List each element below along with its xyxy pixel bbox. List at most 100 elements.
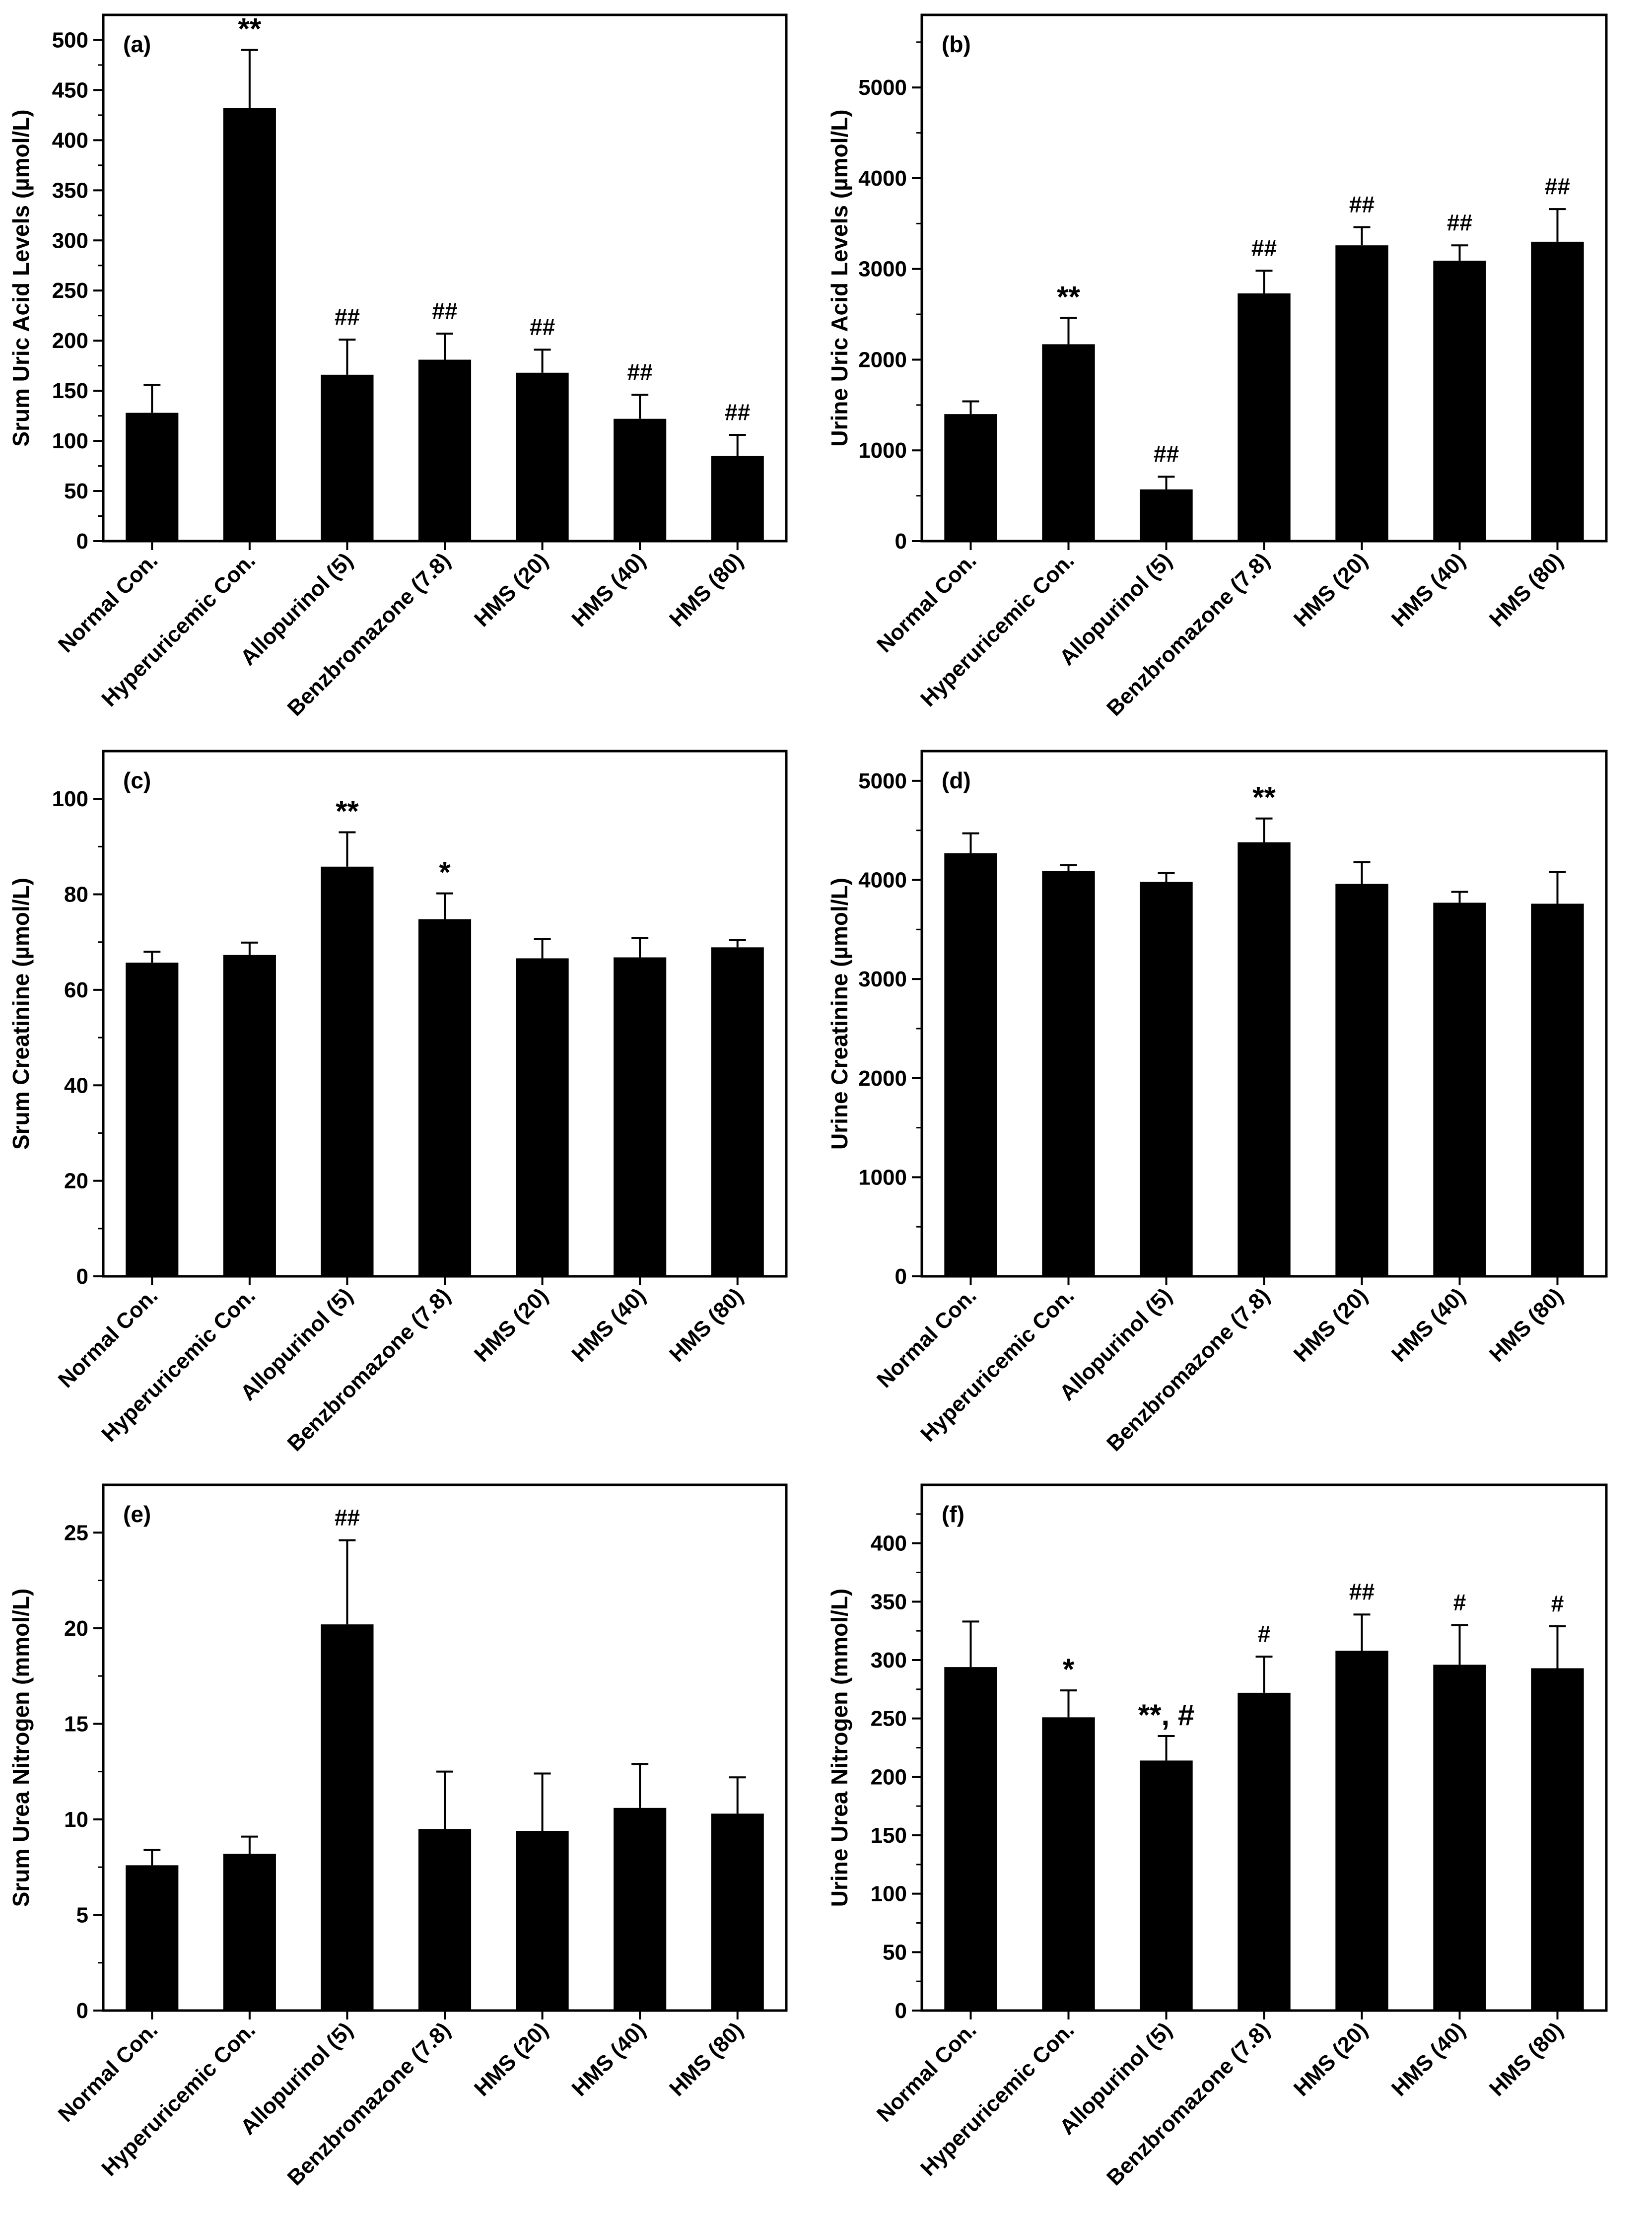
- y-tick-label: 250: [52, 278, 88, 303]
- category-label: Benzbromazone (7.8): [1102, 1283, 1275, 1456]
- y-tick-label: 2000: [858, 1066, 907, 1091]
- category-label: Benzbromazone (7.8): [1102, 2017, 1275, 2190]
- error-bar: [436, 333, 453, 360]
- significance-label: ##: [627, 359, 653, 385]
- error-bar: [1255, 817, 1273, 842]
- bar: [1042, 871, 1095, 1276]
- y-axis-title: Srum Urea Nitrogen (mmol/L): [8, 1589, 34, 1907]
- category-label: HMS (40): [1387, 548, 1470, 631]
- category-label: HMS (20): [470, 2017, 553, 2101]
- significance-label: **: [1057, 280, 1080, 313]
- category-label: HMS (20): [1289, 2017, 1373, 2101]
- significance-label: #: [1453, 1589, 1466, 1615]
- error-bar: [436, 892, 453, 919]
- significance-label: ##: [1349, 1579, 1375, 1604]
- error-bar: [1451, 891, 1468, 903]
- bar: [126, 413, 179, 541]
- error-bar: [143, 384, 161, 413]
- category-label: HMS (20): [1289, 1283, 1373, 1367]
- significance-label: ##: [1545, 173, 1570, 199]
- error-bar: [1451, 244, 1468, 261]
- bar: [1531, 241, 1584, 541]
- y-tick-label: 3000: [858, 967, 907, 991]
- error-bar: [1451, 1624, 1468, 1665]
- bar: [321, 374, 374, 541]
- error-bar: [1255, 1655, 1273, 1693]
- bar: [418, 919, 472, 1276]
- category-label: HMS (80): [665, 1283, 748, 1367]
- category-label: Normal Con.: [872, 2017, 981, 2127]
- category-label: Benzbromazone (7.8): [283, 2017, 456, 2190]
- bar: [321, 866, 374, 1276]
- significance-label: ##: [1447, 209, 1472, 235]
- significance-label: #: [1551, 1591, 1564, 1616]
- bar: [1042, 1717, 1095, 2011]
- category-label: HMS (40): [567, 1283, 650, 1367]
- error-bar: [339, 1539, 356, 1625]
- error-bar: [241, 1835, 258, 1854]
- significance-label: ##: [1154, 441, 1179, 467]
- bar: [1140, 882, 1193, 1276]
- error-bar: [241, 941, 258, 955]
- bar: [614, 957, 667, 1276]
- bar: [1433, 1665, 1486, 2011]
- y-tick-label: 250: [871, 1707, 907, 1731]
- error-bar: [1060, 317, 1077, 345]
- bar: [223, 108, 276, 541]
- y-tick-label: 1000: [858, 1165, 907, 1189]
- y-tick-label: 100: [52, 429, 88, 453]
- significance-label: **, #: [1138, 1698, 1194, 1732]
- bar: [1433, 903, 1486, 1276]
- bar: [1433, 261, 1486, 541]
- bar: [614, 1808, 667, 2011]
- error-bar: [1353, 861, 1371, 884]
- panel-b: ** ## ## ## ## ## 0 1000 2000 3000 4000 5000 Normal …: [826, 13, 1608, 721]
- category-label: HMS (40): [567, 548, 650, 631]
- y-tick-label: 0: [76, 1264, 88, 1289]
- error-bar: [339, 831, 356, 867]
- y-tick-label: 5000: [858, 769, 907, 793]
- panel-a: ** ## ## ## ## ## 0 50 100 150 200 250 300 350 400 450 5…: [8, 12, 788, 721]
- error-bar: [1549, 208, 1566, 242]
- error-bar: [436, 1770, 453, 1829]
- error-bar: [534, 1772, 551, 1831]
- error-bar: [631, 937, 649, 958]
- bar: [614, 418, 667, 541]
- error-bar: [962, 832, 979, 853]
- bar: [321, 1624, 374, 2011]
- error-bar: [1158, 476, 1175, 489]
- bar: [1238, 1692, 1291, 2011]
- bar: [516, 958, 569, 1276]
- y-tick-label: 400: [52, 128, 88, 152]
- y-tick-label: 300: [871, 1648, 907, 1672]
- y-tick-label: 500: [52, 28, 88, 52]
- y-axis-title: Urine Uric Acid Levels (µmol/L): [826, 109, 852, 446]
- panel-f: ***, #### # #050100150200250300350400Norma…: [826, 1483, 1608, 2190]
- bar: [1531, 1668, 1584, 2011]
- significance-label: **: [336, 795, 359, 828]
- bar: [1238, 293, 1291, 541]
- y-tick-label: 50: [64, 479, 88, 503]
- y-tick-label: 350: [52, 178, 88, 203]
- bar: [944, 414, 997, 541]
- y-axis-title: Srum Creatinine (µmol/L): [8, 878, 34, 1150]
- category-label: HMS (80): [665, 548, 748, 631]
- y-tick-label: 20: [64, 1169, 88, 1193]
- y-tick-label: 1000: [858, 438, 907, 463]
- bar: [516, 1831, 569, 2011]
- y-axis-title: Urine Creatinine (µmol/L): [826, 878, 852, 1150]
- panel-label: (a): [123, 31, 151, 57]
- y-tick-label: 400: [871, 1531, 907, 1556]
- significance-label: *: [1063, 1653, 1075, 1686]
- bar: [1140, 489, 1193, 541]
- error-bar: [1158, 1735, 1175, 1761]
- y-tick-label: 0: [76, 1999, 88, 2023]
- y-tick-label: 350: [871, 1590, 907, 1614]
- y-tick-label: 40: [64, 1073, 88, 1098]
- significance-label: ##: [335, 304, 360, 330]
- bar: [1335, 245, 1388, 541]
- error-bar: [729, 939, 746, 948]
- significance-label: #: [1258, 1621, 1271, 1647]
- bar: [944, 853, 997, 1276]
